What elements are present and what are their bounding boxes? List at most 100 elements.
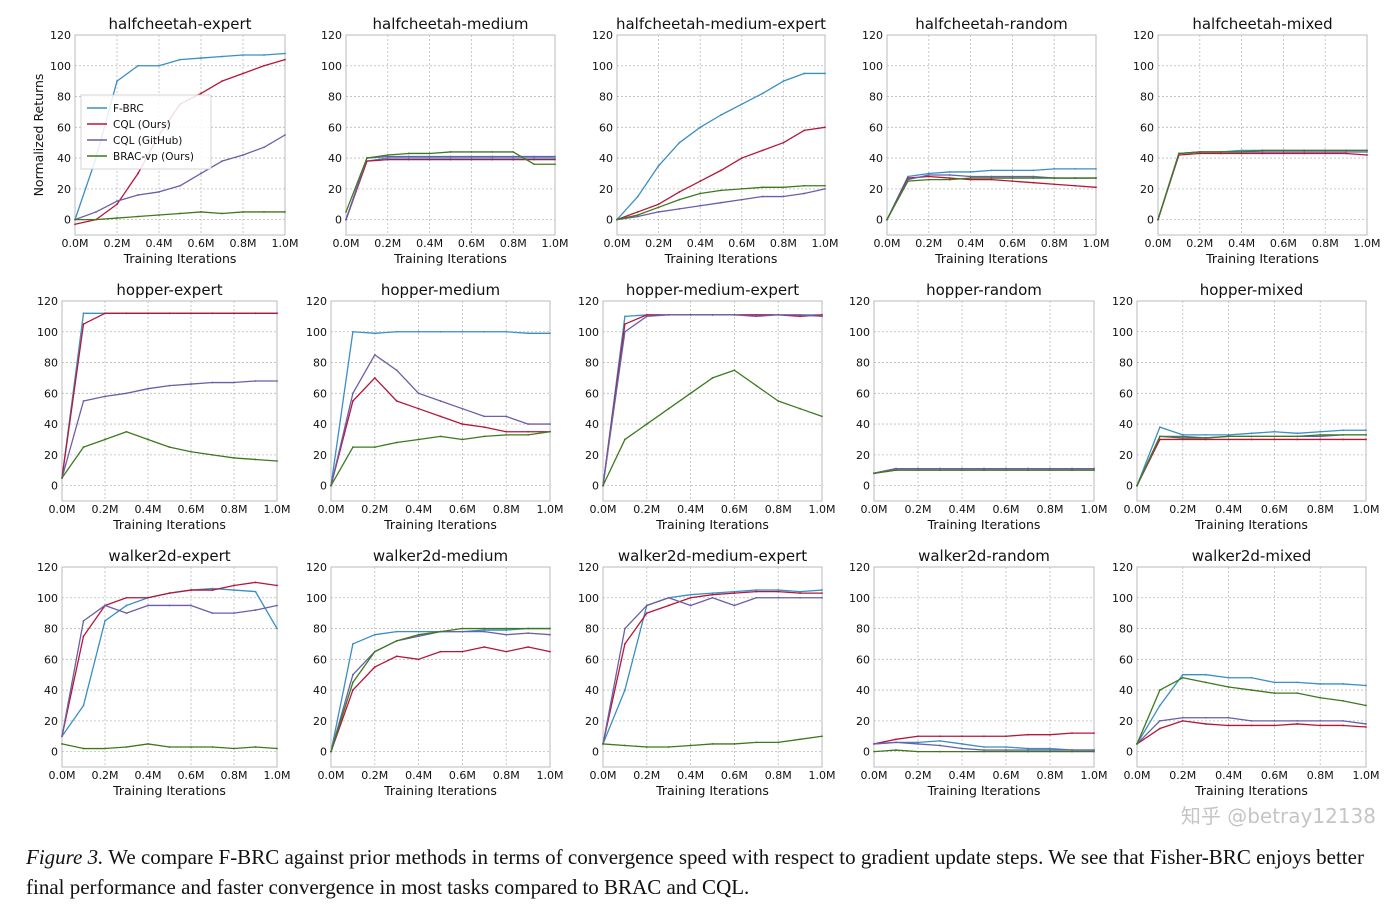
y-tick-label: 0 <box>592 480 599 493</box>
plot-area <box>1157 34 1368 236</box>
data-point <box>821 315 823 318</box>
x-tick-label: 0.6M <box>993 503 1020 516</box>
data-point <box>1011 180 1014 183</box>
data-point <box>733 313 736 316</box>
data-point <box>1273 724 1276 727</box>
y-tick-label: 100 <box>306 592 327 605</box>
y-tick-label: 120 <box>1112 295 1133 308</box>
data-point <box>699 126 702 129</box>
data-point <box>1303 152 1306 155</box>
y-tick-label: 120 <box>306 295 327 308</box>
x-tick-label: 1.0M <box>809 769 836 782</box>
data-point <box>969 175 972 178</box>
data-point <box>352 392 354 395</box>
data-point <box>158 214 160 216</box>
data-point <box>777 589 780 591</box>
data-point <box>483 629 486 631</box>
data-point <box>895 738 897 741</box>
data-point <box>1032 175 1035 178</box>
data-point <box>491 158 494 161</box>
data-point <box>1324 152 1327 155</box>
data-point <box>221 160 223 163</box>
data-point <box>699 192 702 195</box>
y-tick-label: 80 <box>44 623 58 636</box>
x-tick-label: 0.8M <box>770 237 797 250</box>
data-point <box>983 467 985 470</box>
data-point <box>1240 152 1243 155</box>
data-point <box>439 650 442 653</box>
data-point <box>505 650 508 653</box>
data-point <box>395 330 398 333</box>
data-point <box>386 158 389 161</box>
data-point <box>755 384 758 387</box>
data-point <box>782 186 785 189</box>
y-tick-label: 120 <box>306 561 327 574</box>
data-point <box>461 438 464 441</box>
data-point <box>927 175 930 178</box>
data-point <box>761 149 764 152</box>
data-point <box>125 392 128 395</box>
data-point <box>554 155 556 158</box>
subplot-title: walker2d-medium <box>373 547 508 565</box>
data-point <box>624 323 626 325</box>
data-point <box>645 746 648 748</box>
data-point <box>636 215 639 218</box>
data-point <box>907 175 909 178</box>
data-point <box>1365 438 1367 441</box>
data-point <box>645 313 648 316</box>
data-point <box>211 589 214 591</box>
data-point <box>1250 719 1253 722</box>
x-tick-label: 0.0M <box>604 237 631 250</box>
data-point <box>352 681 354 684</box>
data-point <box>1227 433 1230 436</box>
x-tick-label: 1.0M <box>809 503 836 516</box>
data-point <box>983 750 985 753</box>
data-point <box>116 200 118 203</box>
y-tick-label: 20 <box>313 449 327 462</box>
data-point <box>799 313 801 316</box>
subplot-hopper-medium-expert: 0 20 40 60 80 100 120 0.0M 0.2M 0.4M 0.6M 0.8M 1.0M h… <box>578 281 835 532</box>
data-point <box>1282 152 1285 155</box>
plot-area <box>330 566 551 768</box>
data-point <box>505 633 508 636</box>
subplot-title: halfcheetah-mixed <box>1192 15 1332 33</box>
data-point <box>733 604 736 607</box>
data-point <box>1074 167 1076 170</box>
y-tick-label: 60 <box>856 653 870 666</box>
data-point <box>1011 177 1014 179</box>
data-point <box>657 164 660 167</box>
y-tick-label: 120 <box>1133 29 1154 42</box>
data-point <box>1157 218 1159 221</box>
x-axis-label: Training Iterations <box>383 517 497 532</box>
data-point <box>678 191 681 193</box>
data-point <box>242 72 244 75</box>
data-point <box>873 750 875 753</box>
x-tick-label: 0.0M <box>861 503 888 516</box>
y-tick-label: 60 <box>599 121 613 134</box>
data-point <box>1319 719 1322 722</box>
x-tick-label: 0.0M <box>861 769 888 782</box>
plot-area <box>1136 300 1367 502</box>
data-point <box>1204 716 1207 719</box>
y-tick-label: 100 <box>1112 326 1133 339</box>
data-point <box>761 92 764 95</box>
data-point <box>927 172 930 175</box>
x-axis-label: Training Iterations <box>383 783 497 798</box>
data-point <box>799 590 801 593</box>
data-point <box>527 632 529 635</box>
data-point <box>190 589 192 591</box>
data-point <box>1032 177 1035 179</box>
y-tick-label: 120 <box>578 295 599 308</box>
data-point <box>1227 686 1230 688</box>
x-tick-label: 0.2M <box>633 503 660 516</box>
data-point <box>720 114 722 116</box>
x-tick-label: 0.0M <box>1124 769 1151 782</box>
x-tick-label: 0.8M <box>765 503 792 516</box>
x-tick-label: 0.6M <box>1261 503 1288 516</box>
data-point <box>636 195 639 198</box>
y-tick-label: 80 <box>44 357 58 370</box>
data-point <box>873 472 875 475</box>
figure-caption: Figure 3. We compare F-BRC against prior… <box>26 842 1386 902</box>
y-tick-label: 0 <box>592 746 599 759</box>
x-tick-label: 0.2M <box>374 237 401 250</box>
